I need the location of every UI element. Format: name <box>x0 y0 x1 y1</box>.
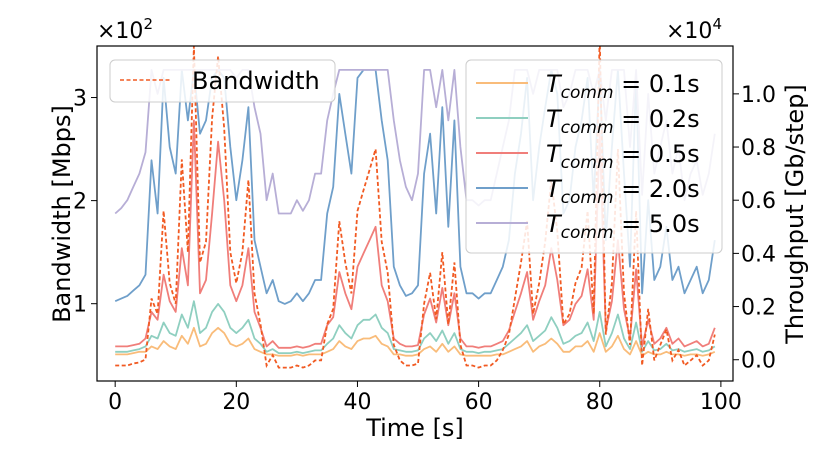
series-line-t-comm-0-1s <box>115 326 716 357</box>
legend-label: Tcomm = 0.5s <box>546 140 700 173</box>
legend-label: Tcomm = 0.2s <box>546 105 700 138</box>
y-right-tick-label: 1.0 <box>741 83 776 108</box>
x-axis-label: Time [s] <box>365 414 464 442</box>
y-left-tick-label: 1 <box>73 293 87 318</box>
y-right-tick-label: 0.2 <box>741 296 776 321</box>
x-tick-label: 100 <box>700 390 742 415</box>
y-right-tick-label: 0.0 <box>741 349 776 374</box>
series-line-t-comm-0-2s <box>115 300 716 355</box>
y-axis-left-label: Bandwidth [Mbps] <box>48 105 76 323</box>
series-line-t-comm-0-5s <box>115 119 716 349</box>
y-left-tick-label: 2 <box>73 190 87 215</box>
y-axis-right-label: Throughput [Gb/step] <box>781 84 809 345</box>
legend-label: Tcomm = 0.1s <box>546 70 700 103</box>
x-tick-label: 80 <box>586 390 614 415</box>
y-right-tick-label: 0.6 <box>741 189 776 214</box>
ticks-layer: 0 20 40 60 80 100 1 2 3 0.0 0.2 0.4 0.6 0.8 1.0 <box>73 83 776 415</box>
y-right-tick-label: 0.8 <box>741 136 776 161</box>
plot-frame <box>96 45 734 382</box>
legend-bandwidth: Bandwidth <box>109 59 336 103</box>
y-right-tick-label: 0.4 <box>741 242 776 267</box>
legend-bandwidth-label: Bandwidth <box>192 67 320 95</box>
x-tick-label: 60 <box>465 390 493 415</box>
legend-label: Tcomm = 5.0s <box>546 210 700 243</box>
legend-label: Tcomm = 2.0s <box>546 175 700 208</box>
x-tick-label: 20 <box>222 390 250 415</box>
left-multiplier: ×102 <box>97 15 153 44</box>
y-left-tick-label: 3 <box>73 87 87 112</box>
right-multiplier: ×104 <box>666 15 722 44</box>
x-tick-label: 0 <box>108 390 122 415</box>
bandwidth-line <box>115 46 716 369</box>
x-tick-label: 40 <box>343 390 371 415</box>
